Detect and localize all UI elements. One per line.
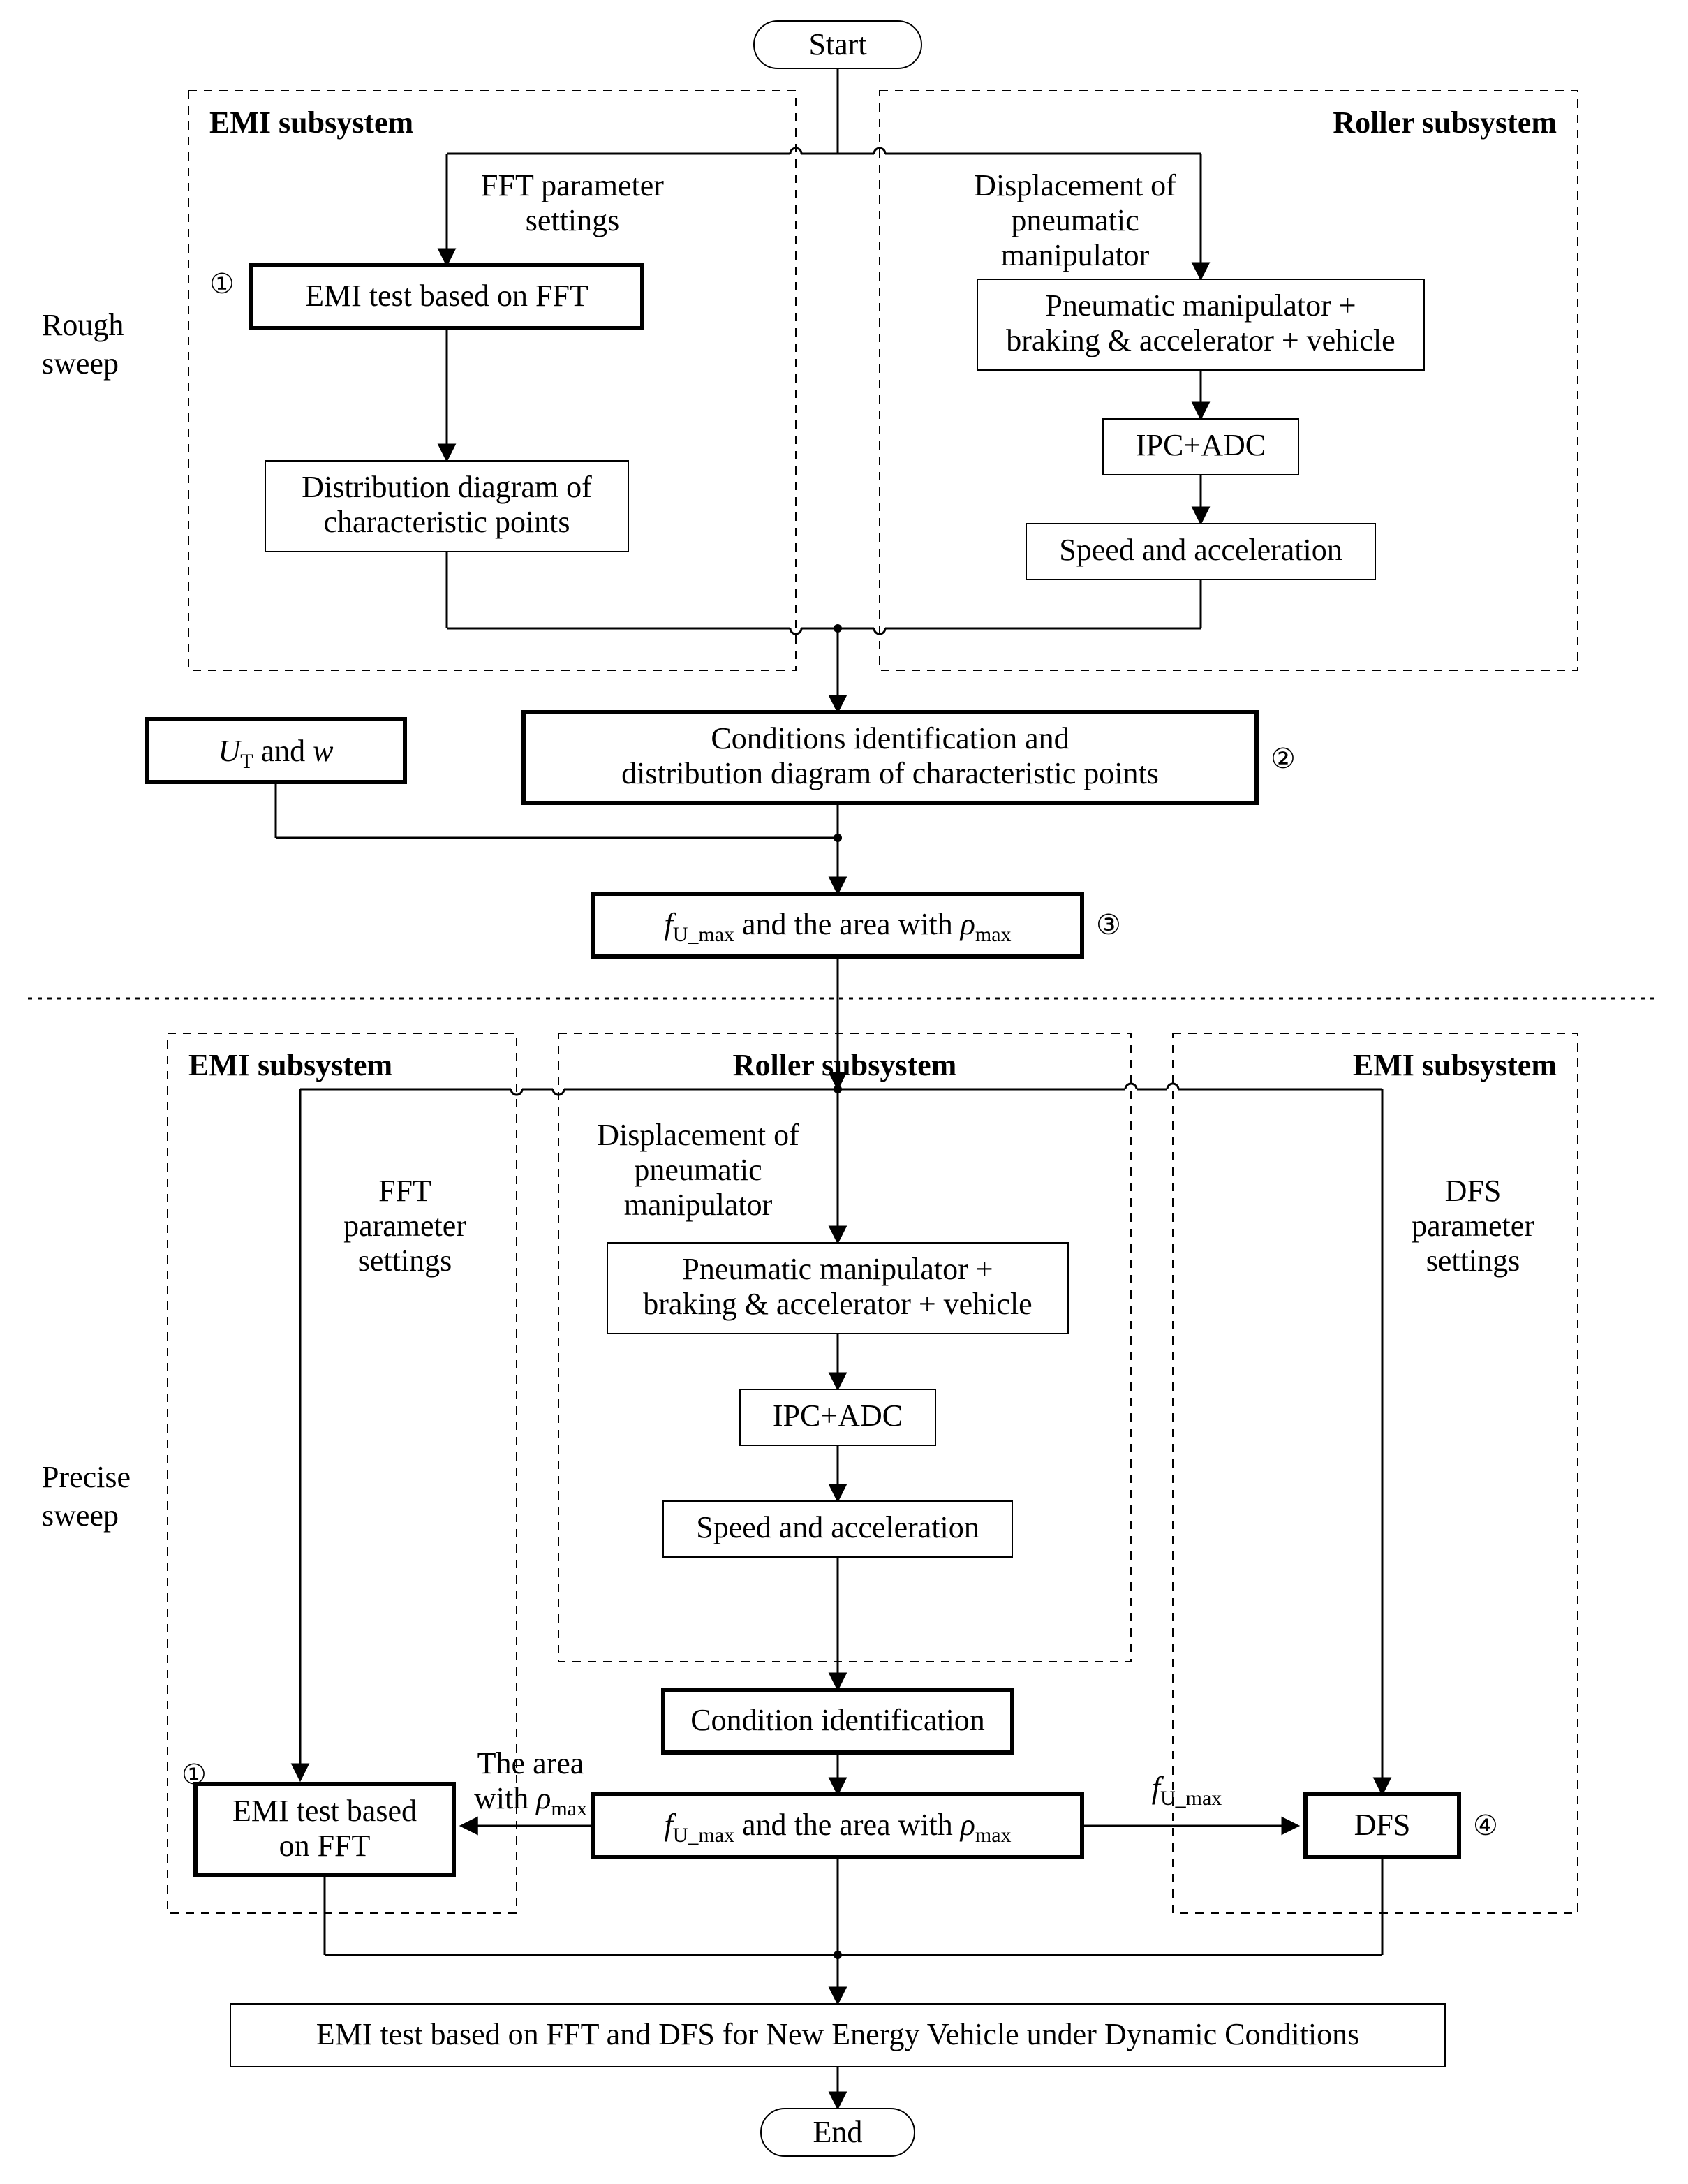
rough-manip-1: Pneumatic manipulator + — [1045, 288, 1356, 323]
arrow-left-1: The area — [477, 1746, 584, 1780]
cond-id-2: distribution diagram of characteristic p… — [621, 756, 1159, 790]
circ-4: ④ — [1473, 1810, 1498, 1841]
arrow-right: fU_max — [1152, 1771, 1222, 1810]
precise-dfs-label-2: parameter — [1412, 1209, 1534, 1243]
precise-dfs: DFS — [1354, 1808, 1411, 1842]
circ-3: ③ — [1096, 909, 1121, 940]
start-label: Start — [808, 27, 866, 61]
rough-dist-2: characteristic points — [323, 505, 570, 539]
precise-emi-left-box — [168, 1033, 517, 1913]
rough-roller-title: Roller subsystem — [1333, 105, 1557, 140]
circ-2: ② — [1271, 743, 1296, 774]
precise-fft-label-1: FFT — [378, 1174, 431, 1208]
precise-manip-1: Pneumatic manipulator + — [682, 1252, 993, 1286]
rough-roller-label-1: Displacement of — [974, 168, 1176, 202]
precise-roller-label-3: manipulator — [624, 1188, 773, 1222]
rough-fft-label-2: settings — [526, 203, 619, 237]
precise-roller-label-1: Displacement of — [597, 1118, 799, 1152]
rough-roller-label-2: pneumatic — [1011, 203, 1139, 237]
flowchart: Start EMI subsystem Roller subsystem Rou… — [0, 0, 1688, 2184]
precise-speed: Speed and acceleration — [696, 1510, 979, 1544]
precise-dfs-label-1: DFS — [1445, 1174, 1502, 1208]
stage-rough-2: sweep — [42, 346, 119, 381]
stage-rough-1: Rough — [42, 308, 124, 342]
result-label: EMI test based on FFT and DFS for New En… — [316, 2017, 1360, 2051]
precise-fft-label-3: settings — [358, 1244, 452, 1278]
rough-manip-2: braking & accelerator + vehicle — [1006, 323, 1395, 357]
stage-precise-1: Precise — [42, 1460, 131, 1494]
circ-1a: ① — [209, 268, 235, 300]
precise-emi-left-title: EMI subsystem — [188, 1048, 392, 1082]
precise-roller-title: Roller subsystem — [733, 1048, 957, 1082]
precise-emi-right-box — [1173, 1033, 1578, 1913]
precise-roller-label-2: pneumatic — [634, 1153, 762, 1187]
end-label: End — [813, 2115, 863, 2149]
rough-emi-title: EMI subsystem — [209, 105, 413, 140]
precise-emi-fft-1: EMI test based — [232, 1794, 417, 1828]
rough-speed: Speed and acceleration — [1059, 533, 1342, 567]
precise-ipc: IPC+ADC — [773, 1399, 903, 1433]
rough-ipc: IPC+ADC — [1136, 428, 1266, 462]
precise-fft-label-2: parameter — [343, 1209, 466, 1243]
rough-fft-label-1: FFT parameter — [481, 168, 664, 202]
rough-dist-1: Distribution diagram of — [302, 470, 592, 504]
precise-cond-id: Condition identification — [690, 1703, 985, 1737]
precise-dfs-label-3: settings — [1426, 1244, 1520, 1278]
ut-w-label: UT and w — [219, 734, 334, 773]
rough-emi-test: EMI test based on FFT — [305, 279, 588, 313]
precise-emi-fft-2: on FFT — [279, 1829, 371, 1863]
stage-precise-2: sweep — [42, 1498, 119, 1533]
cond-id-1: Conditions identification and — [711, 721, 1069, 755]
rough-roller-label-3: manipulator — [1001, 238, 1150, 272]
arrow-left-2: with ρmax — [474, 1781, 587, 1820]
precise-emi-right-title: EMI subsystem — [1353, 1048, 1557, 1082]
precise-manip-2: braking & accelerator + vehicle — [643, 1287, 1032, 1321]
